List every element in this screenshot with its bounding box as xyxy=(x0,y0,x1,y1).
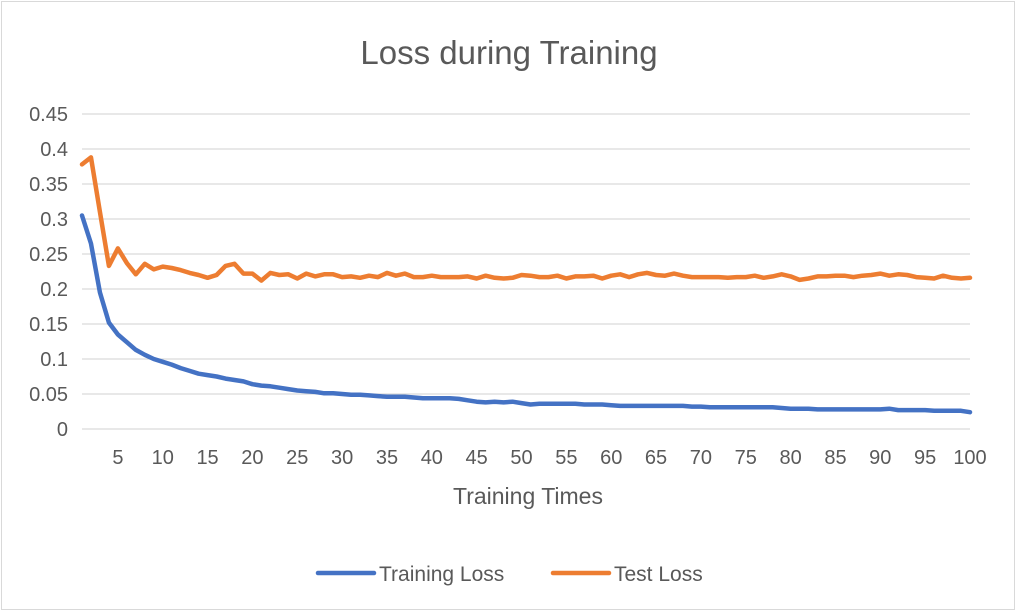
x-tick-label: 65 xyxy=(645,447,667,469)
y-tick-label: 0.05 xyxy=(29,384,68,406)
y-tick-label: 0.35 xyxy=(29,174,68,196)
x-tick-label: 45 xyxy=(466,447,488,469)
series-lines xyxy=(79,155,973,415)
x-tick-label: 70 xyxy=(690,447,712,469)
chart-title: Loss during Training xyxy=(360,34,657,71)
x-tick-label: 95 xyxy=(914,447,936,469)
x-tick-label: 80 xyxy=(779,447,801,469)
x-axis-ticks: 5 10 15 20 25 30 35 40 45 50 55 60 65 70 75 80 85 90 95 100 xyxy=(112,447,986,469)
y-tick-label: 0.1 xyxy=(40,349,68,371)
x-tick-label: 90 xyxy=(869,447,891,469)
x-tick-label: 60 xyxy=(600,447,622,469)
y-axis-ticks: 0 0.05 0.1 0.15 0.2 0.25 0.3 0.35 0.4 0.45 xyxy=(29,104,68,441)
x-tick-label: 15 xyxy=(196,447,218,469)
x-tick-label: 10 xyxy=(152,447,174,469)
series-line-test-loss xyxy=(79,155,973,283)
y-tick-label: 0.15 xyxy=(29,314,68,336)
x-tick-label: 100 xyxy=(953,447,986,469)
series-line-training-loss xyxy=(79,213,973,415)
legend-label: Test Loss xyxy=(614,563,703,586)
y-tick-label: 0 xyxy=(57,419,68,441)
x-tick-label: 50 xyxy=(510,447,532,469)
x-tick-label: 35 xyxy=(376,447,398,469)
x-tick-label: 20 xyxy=(241,447,263,469)
legend-label: Training Loss xyxy=(379,563,504,586)
x-tick-label: 55 xyxy=(555,447,577,469)
x-tick-label: 75 xyxy=(735,447,757,469)
y-tick-label: 0.25 xyxy=(29,244,68,266)
x-tick-label: 25 xyxy=(286,447,308,469)
legend: Training Loss Test Loss xyxy=(315,563,703,586)
x-tick-label: 30 xyxy=(331,447,353,469)
x-tick-label: 40 xyxy=(421,447,443,469)
x-tick-label: 5 xyxy=(112,447,123,469)
x-axis-title: Training Times xyxy=(453,483,603,509)
gridlines xyxy=(82,113,970,430)
y-tick-label: 0.4 xyxy=(40,139,68,161)
y-tick-label: 0.45 xyxy=(29,104,68,126)
x-tick-label: 85 xyxy=(824,447,846,469)
y-tick-label: 0.3 xyxy=(40,209,68,231)
y-tick-label: 0.2 xyxy=(40,279,68,301)
